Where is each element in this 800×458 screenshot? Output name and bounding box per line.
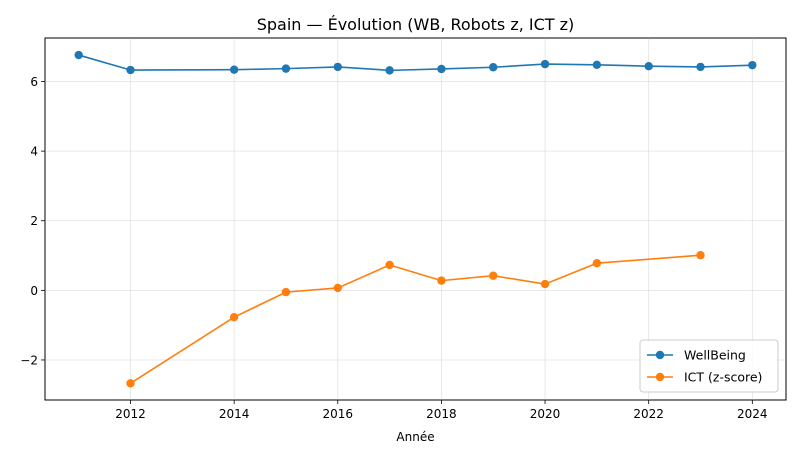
data-point [644,61,653,71]
data-point [696,62,705,72]
data-point [281,287,291,297]
series-lines [74,50,757,388]
data-point [385,260,394,270]
data-point [540,59,550,69]
y-tick-label: 0 [30,284,38,298]
x-tick-label: 2012 [115,407,146,421]
data-point [489,271,498,280]
data-point [229,65,239,74]
data-point [126,379,135,388]
series-ict [126,251,705,388]
y-tick-label: −2 [20,353,38,367]
x-tick-label: 2018 [426,407,457,421]
y-tick-label: 2 [30,214,38,228]
data-point [592,259,602,268]
data-point [126,65,135,75]
x-tick-label: 2014 [219,407,250,421]
x-axis-label: Année [396,430,434,444]
data-point [281,64,291,73]
data-point [437,64,446,74]
x-axis-ticks: 2012 2014 2016 2018 2020 2022 2024 [115,400,768,421]
data-point [540,279,550,289]
x-tick-label: 2024 [737,407,768,421]
series-wellbeing [74,50,757,75]
data-point [385,66,394,75]
data-point [489,63,498,72]
legend-label: ICT (z-score) [684,370,762,385]
legend-marker [655,350,665,360]
x-tick-label: 2016 [322,407,353,421]
y-tick-label: 6 [30,75,38,89]
series-line [130,254,701,384]
data-point [74,50,83,60]
data-point [592,60,602,70]
x-tick-label: 2022 [633,407,664,421]
y-axis-ticks: −2 0 2 4 6 [20,75,45,367]
data-point [229,312,239,322]
data-point [696,251,705,260]
data-point [333,62,342,72]
chart-title: Spain — Évolution (WB, Robots z, ICT z) [257,15,575,34]
x-tick-label: 2020 [530,407,561,421]
legend-marker [655,372,665,382]
legend-box [639,339,779,393]
y-tick-label: 4 [30,145,38,159]
legend: WellBeing ICT (z-score) [639,339,779,393]
legend-label: WellBeing [684,348,746,363]
data-point [748,60,757,70]
data-point [333,283,342,293]
data-point [437,276,446,285]
